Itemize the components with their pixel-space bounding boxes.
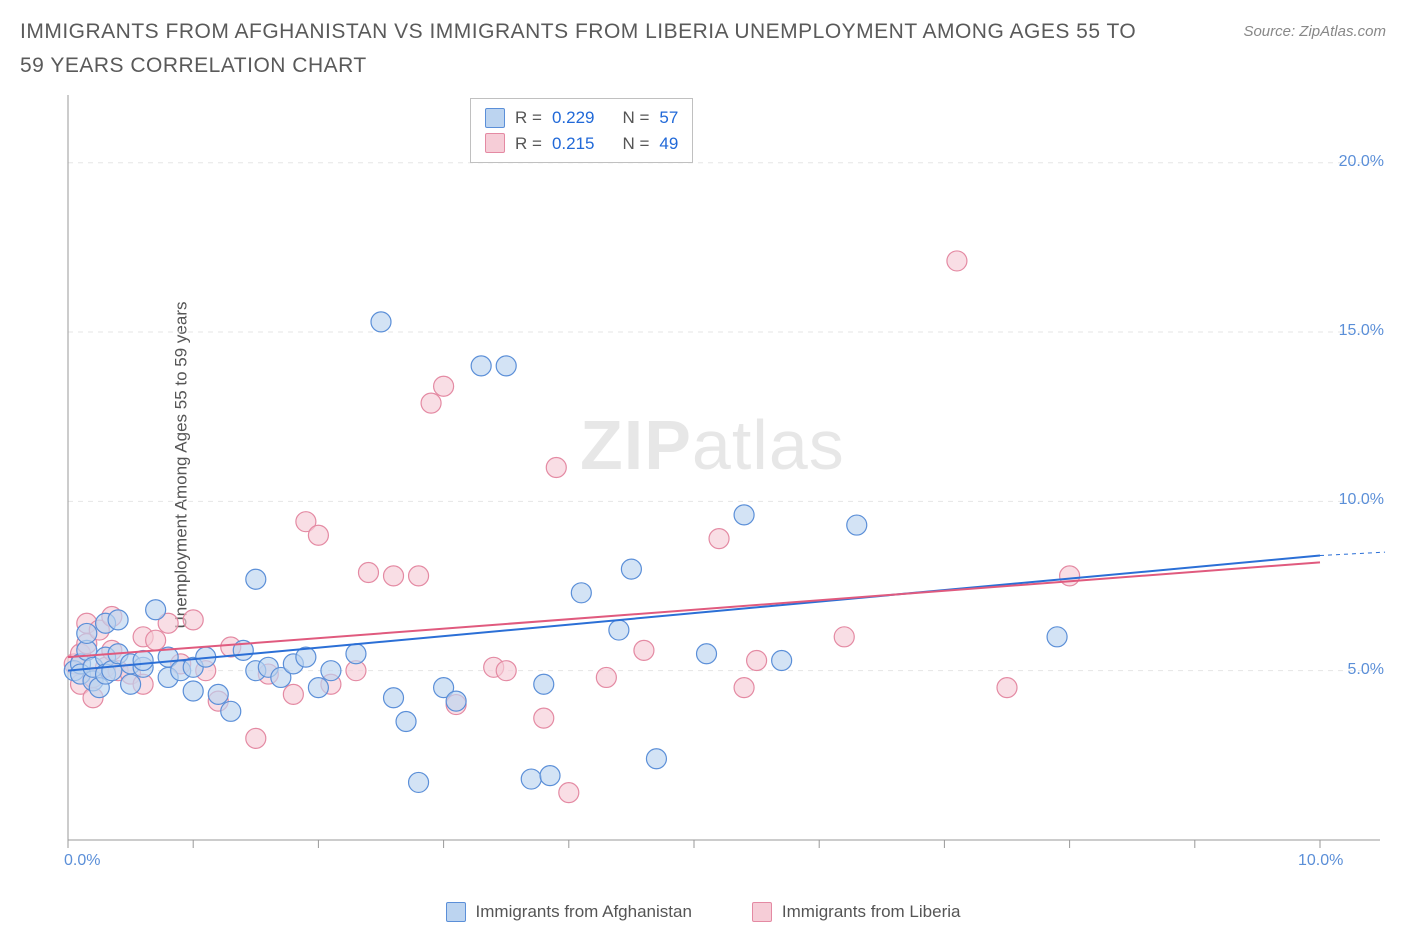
r-value: 0.215 [552, 131, 595, 157]
legend-swatch [485, 133, 505, 153]
legend-label: Immigrants from Liberia [782, 902, 961, 922]
r-label: R = [515, 131, 542, 157]
stats-row: R = 0.229 N = 57 [485, 105, 678, 131]
legend-item: Immigrants from Afghanistan [446, 902, 692, 922]
x-tick-label: 0.0% [64, 852, 100, 870]
bottom-legend: Immigrants from Afghanistan Immigrants fr… [0, 902, 1406, 922]
chart-title: IMMIGRANTS FROM AFGHANISTAN VS IMMIGRANT… [20, 15, 1160, 82]
source-attribution: Source: ZipAtlas.com [1243, 23, 1386, 40]
legend-item: Immigrants from Liberia [752, 902, 961, 922]
header: IMMIGRANTS FROM AFGHANISTAN VS IMMIGRANT… [0, 0, 1406, 92]
n-label: N = [622, 105, 649, 131]
chart-area: ZIPatlas R =0.229N =57R =0.215N =49 0.0%… [60, 95, 1390, 865]
stats-box: R = 0.229 N = 57 R = 0.215 N = 49 [470, 98, 693, 163]
legend-label: Immigrants from Afghanistan [476, 902, 692, 922]
n-value: 49 [659, 131, 678, 157]
y-tick-label: 15.0% [1339, 322, 1384, 340]
legend-swatch [752, 902, 772, 922]
scatter-plot [60, 95, 1390, 865]
y-tick-label: 10.0% [1339, 491, 1384, 509]
x-tick-label: 10.0% [1298, 852, 1343, 870]
legend-swatch [485, 108, 505, 128]
y-tick-label: 5.0% [1348, 661, 1384, 679]
r-value: 0.229 [552, 105, 595, 131]
n-value: 57 [659, 105, 678, 131]
stats-row: R = 0.215 N = 49 [485, 131, 678, 157]
y-tick-label: 20.0% [1339, 153, 1384, 171]
r-label: R = [515, 105, 542, 131]
legend-swatch [446, 902, 466, 922]
n-label: N = [622, 131, 649, 157]
